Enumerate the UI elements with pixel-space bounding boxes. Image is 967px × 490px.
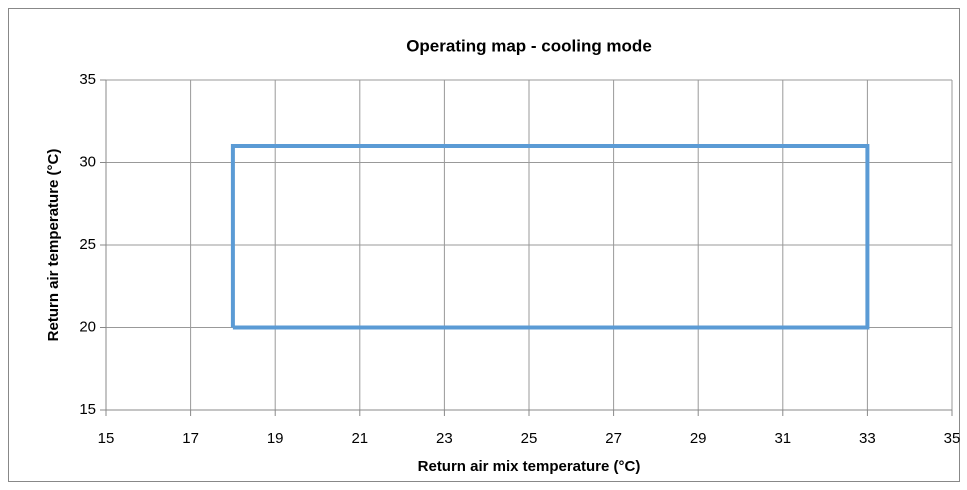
chart-title: Operating map - cooling mode (406, 36, 652, 55)
x-tick-label: 25 (521, 430, 538, 447)
x-tick-label: 17 (182, 430, 199, 447)
x-tick-label: 31 (774, 430, 791, 447)
x-tick-label: 35 (944, 430, 961, 447)
y-tick-label: 20 (79, 318, 96, 335)
y-tick-label: 30 (79, 153, 96, 170)
y-tick-label: 15 (79, 401, 96, 418)
x-tick-label: 33 (859, 430, 876, 447)
x-tick-label: 27 (605, 430, 622, 447)
x-tick-label: 19 (267, 430, 284, 447)
x-tick-label: 15 (98, 430, 115, 447)
x-tick-label: 23 (436, 430, 453, 447)
y-tick-label: 35 (79, 71, 96, 88)
x-axis-label: Return air mix temperature (°C) (418, 458, 641, 475)
y-tick-label: 25 (79, 236, 96, 253)
line (230, 144, 870, 330)
x-tick-label: 29 (690, 430, 707, 447)
x-tick-label: 21 (351, 430, 368, 447)
y-axis-label: Return air temperature (°C) (45, 149, 62, 342)
